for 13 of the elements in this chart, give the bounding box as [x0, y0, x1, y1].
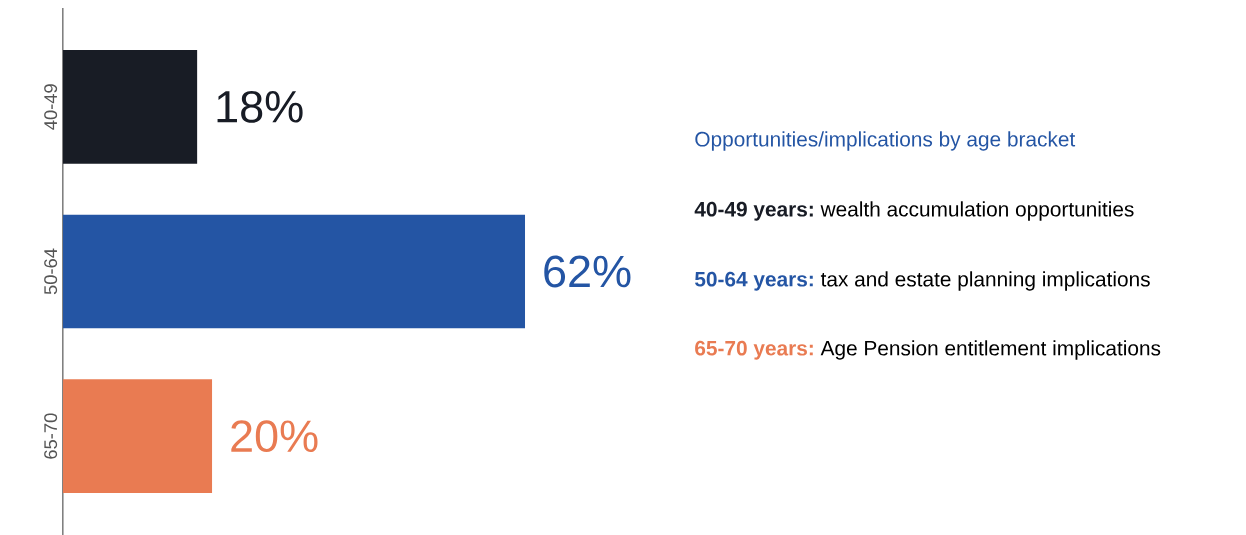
y-tick-label: 40-49: [44, 84, 58, 130]
text: Opportunities/implications by age bracket: [695, 131, 1076, 151]
data-label: 18%: [217, 90, 303, 123]
text: 65-70 years:: [695, 340, 813, 360]
text: 50-64 years:: [694, 271, 813, 291]
y-tick-label: 50-64: [44, 248, 58, 295]
text: 40-49 years:: [694, 201, 813, 221]
text: tax and estate planning implications: [820, 271, 1150, 291]
y-tick-label: 65-70: [44, 413, 58, 459]
data-label: 62%: [544, 255, 631, 288]
text: Age Pension entitlement implications: [820, 340, 1161, 360]
data-label: 20%: [231, 420, 318, 453]
text: wealth accumulation opportunities: [820, 201, 1134, 221]
